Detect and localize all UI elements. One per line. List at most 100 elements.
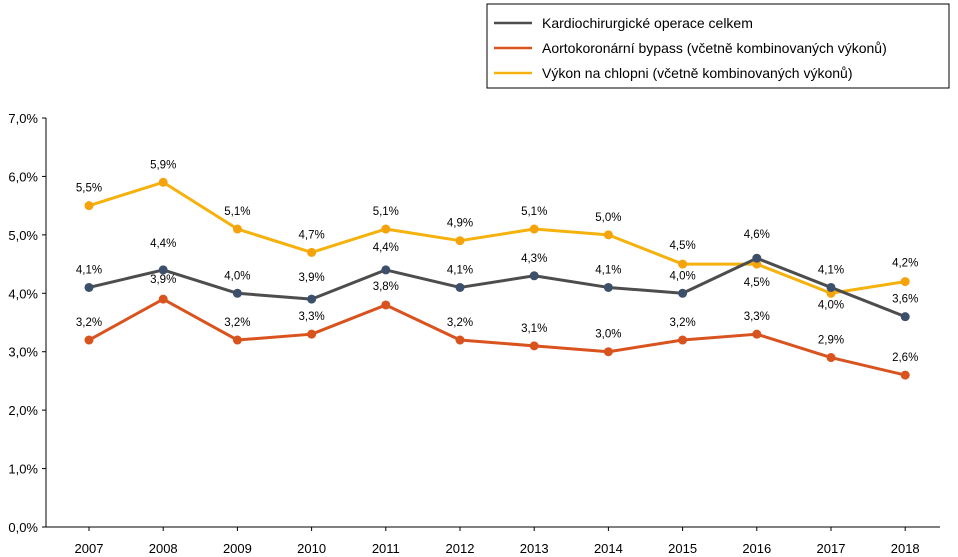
series-point [455, 335, 465, 345]
data-label: 5,9% [150, 159, 176, 171]
x-tick-label: 2009 [223, 541, 252, 556]
x-tick-label: 2015 [668, 541, 697, 556]
legend-label: Aortokoronární bypass (včetně kombinovan… [542, 40, 887, 56]
series-point [307, 247, 317, 257]
series-point [603, 282, 613, 292]
data-label: 4,0% [818, 299, 844, 311]
data-label: 2,9% [818, 335, 844, 347]
data-label: 4,7% [298, 229, 324, 241]
series-point [678, 288, 688, 298]
y-tick-label: 4,0% [8, 286, 38, 301]
data-label: 4,5% [744, 277, 770, 289]
series-point [381, 300, 391, 310]
y-tick-label: 7,0% [8, 111, 38, 126]
x-tick-label: 2008 [149, 541, 178, 556]
series-point [678, 335, 688, 345]
legend-label: Výkon na chlopni (včetně kombinovaných v… [542, 65, 853, 81]
series-point [678, 259, 688, 269]
data-label: 4,1% [818, 264, 844, 276]
series-point [603, 347, 613, 357]
data-label: 4,4% [150, 238, 176, 250]
series-point [84, 282, 94, 292]
tick-labels: 0,0% 1,0% 2,0% 3,0% 4,0% 5,0% 6,0% 7,0% 2007 2008… [8, 111, 919, 556]
y-tick-label: 3,0% [8, 345, 38, 360]
series-point [455, 282, 465, 292]
data-label: 4,1% [76, 264, 102, 276]
x-tick-label: 2017 [817, 541, 846, 556]
series-line-1 [88, 297, 906, 377]
data-label: 4,6% [744, 229, 770, 241]
data-label: 5,0% [595, 212, 621, 224]
series-point [900, 277, 910, 287]
data-label: 3,2% [76, 317, 102, 329]
series-line-0 [88, 256, 906, 319]
series-point [307, 329, 317, 339]
data-label: 4,5% [669, 240, 695, 252]
data-label: 4,0% [669, 270, 695, 282]
series-point [84, 201, 94, 211]
data-label: 4,9% [447, 218, 473, 230]
data-label: 3,2% [224, 317, 250, 329]
data-label: 3,2% [447, 317, 473, 329]
legend-label: Kardiochirurgické operace celkem [542, 15, 753, 31]
data-label: 3,9% [298, 272, 324, 284]
series-point [232, 288, 242, 298]
series-point [307, 294, 317, 304]
data-label: 4,0% [224, 270, 250, 282]
series-point [158, 177, 168, 187]
series-point [232, 335, 242, 345]
data-label: 3,0% [595, 329, 621, 341]
series-point [529, 224, 539, 234]
series-point [900, 312, 910, 322]
data-label: 3,8% [373, 281, 399, 293]
series-line-2 [88, 180, 906, 295]
x-tick-label: 2013 [520, 541, 549, 556]
series-point [381, 224, 391, 234]
x-tick-label: 2016 [742, 541, 771, 556]
x-tick-label: 2010 [297, 541, 326, 556]
y-tick-label: 0,0% [8, 520, 38, 535]
series-point [603, 230, 613, 240]
data-label: 3,1% [521, 323, 547, 335]
series-point [900, 370, 910, 380]
series-lines [88, 180, 906, 377]
series-point [158, 294, 168, 304]
series-point [381, 265, 391, 275]
series-point [529, 271, 539, 281]
x-tick-label: 2014 [594, 541, 623, 556]
series-point [752, 253, 762, 263]
data-label: 4,3% [521, 253, 547, 265]
data-labels: 4,1% 4,4% 4,0% 3,9% 4,4% 4,1% 4,3% 4,1% 4,0% 4,6%… [76, 159, 918, 364]
y-tick-label: 6,0% [8, 169, 38, 184]
data-label: 5,1% [521, 206, 547, 218]
data-label: 5,1% [373, 206, 399, 218]
legend-box [486, 3, 950, 89]
series-point [455, 236, 465, 246]
data-label: 4,2% [892, 258, 918, 270]
series-point [158, 265, 168, 275]
series-points [84, 177, 910, 380]
data-label: 3,3% [744, 311, 770, 323]
data-label: 4,4% [373, 242, 399, 254]
x-tick-label: 2011 [372, 541, 400, 556]
series-point [232, 224, 242, 234]
data-label: 4,1% [447, 264, 473, 276]
legend: Kardiochirurgické operace celkem Aortokor… [486, 3, 950, 89]
series-point [826, 353, 836, 363]
data-label: 5,1% [224, 206, 250, 218]
x-tick-label: 2018 [891, 541, 920, 556]
series-point [752, 329, 762, 339]
data-label: 3,6% [892, 294, 918, 306]
data-label: 5,5% [76, 183, 102, 195]
data-label: 3,2% [669, 317, 695, 329]
y-tick-label: 2,0% [8, 403, 38, 418]
axes [42, 117, 940, 531]
data-label: 3,3% [298, 311, 324, 323]
series-point [826, 282, 836, 292]
series-point [529, 341, 539, 351]
data-label: 3,9% [150, 274, 176, 286]
x-tick-label: 2012 [446, 541, 475, 556]
x-tick-label: 2007 [75, 541, 104, 556]
series-point [84, 335, 94, 345]
